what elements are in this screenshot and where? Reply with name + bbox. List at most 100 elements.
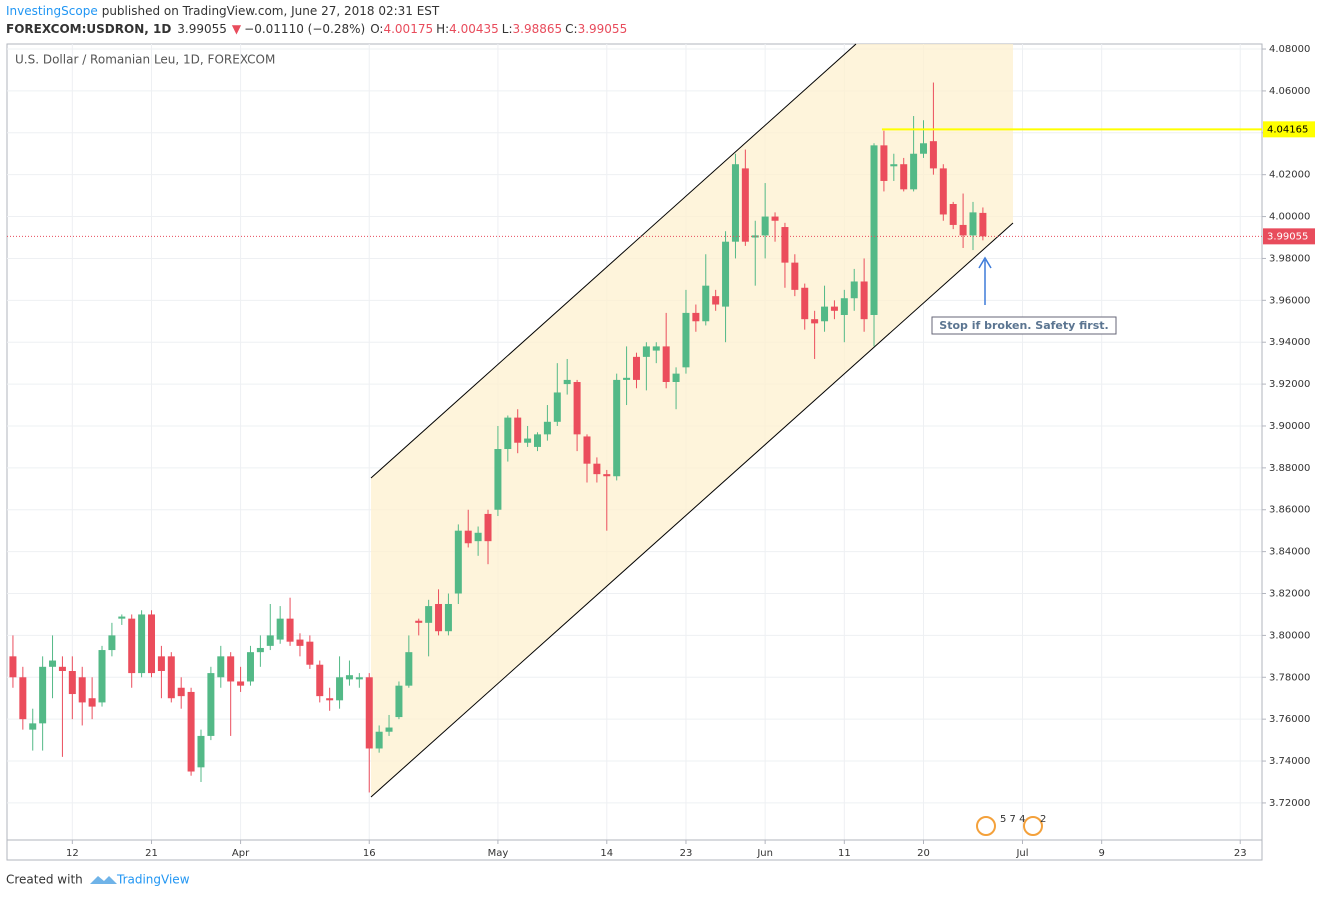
candle-body — [553, 392, 561, 422]
candle-body — [395, 685, 403, 718]
candle-body — [830, 306, 838, 311]
candle-body — [207, 673, 215, 736]
o: 4.00175 — [383, 22, 433, 36]
candle-body — [345, 675, 353, 680]
candle-body — [98, 650, 106, 703]
y-tick-label: 4.08000 — [1269, 44, 1310, 55]
candle-body — [949, 203, 957, 225]
c: 3.99055 — [578, 22, 628, 36]
x-tick-label: 21 — [145, 848, 158, 859]
y-tick-label: 3.92000 — [1269, 379, 1310, 390]
candle-body — [237, 681, 245, 686]
candle-body — [167, 656, 175, 699]
candle-body — [850, 281, 858, 299]
candle-body — [811, 319, 819, 324]
y-tick-label: 3.78000 — [1269, 672, 1310, 683]
y-tick-label: 3.98000 — [1269, 253, 1310, 264]
candle-body — [157, 656, 165, 671]
y-tick-label: 3.88000 — [1269, 463, 1310, 474]
x-tick-label: 23 — [680, 848, 693, 859]
candle-body — [256, 647, 264, 653]
candle-body — [504, 417, 512, 450]
y-tick-label: 4.00000 — [1269, 212, 1310, 223]
candle-body — [187, 691, 195, 772]
channel-fill — [371, 44, 1013, 797]
candle-body — [781, 227, 789, 263]
candle-body — [148, 614, 156, 674]
candle-body — [880, 145, 888, 181]
l: 3.98865 — [513, 22, 563, 36]
candle-body — [227, 656, 235, 682]
candle-body — [435, 603, 443, 632]
candle-body — [702, 285, 710, 322]
y-tick-label: 3.82000 — [1269, 589, 1310, 600]
published: published on TradingView.com, June 27, 2… — [102, 4, 440, 18]
candle-body — [939, 168, 947, 215]
candle-body — [642, 346, 650, 357]
candle-body — [969, 212, 977, 236]
channel-upper — [370, 43, 857, 479]
candle-body — [494, 449, 502, 510]
x-tick-label: 20 — [917, 848, 930, 859]
x-tick-label: 12 — [66, 848, 79, 859]
h: 4.00435 — [449, 22, 499, 36]
candle-body — [197, 735, 205, 768]
candle-body — [870, 145, 878, 315]
candle-body — [375, 731, 383, 749]
author[interactable]: InvestingScope — [6, 4, 98, 18]
x-tick-label: 16 — [363, 848, 376, 859]
y-tick-label: 3.80000 — [1269, 630, 1310, 641]
candle-body — [316, 664, 324, 697]
x-tick-label: 23 — [1234, 848, 1247, 859]
candle-body — [108, 635, 116, 651]
y-tick-label: 4.06000 — [1269, 86, 1310, 97]
logo — [90, 876, 117, 884]
event-count: 2 — [1040, 814, 1046, 825]
event-icon[interactable] — [1023, 816, 1043, 836]
change: −0.01110 (−0.28%) — [244, 22, 365, 36]
brand[interactable]: TradingView — [116, 873, 190, 887]
candle-body — [276, 618, 284, 640]
candle-body — [722, 241, 730, 307]
candle-body — [217, 656, 225, 678]
candle-body — [731, 164, 739, 242]
event-icon[interactable] — [976, 816, 996, 836]
candle-body — [840, 298, 848, 315]
x-tick-label: Jul — [1015, 848, 1028, 859]
candle-body — [573, 382, 581, 435]
price-label-box — [1263, 228, 1315, 245]
candle-body — [336, 677, 344, 701]
candle-body — [603, 474, 611, 477]
candle-body — [474, 532, 482, 542]
candle-body — [692, 312, 700, 322]
candle-body — [484, 513, 492, 542]
y-tick-label: 3.86000 — [1269, 505, 1310, 516]
candle-body — [623, 377, 631, 380]
candle-body — [514, 417, 522, 443]
candle-body — [593, 463, 601, 475]
candle-body — [138, 614, 146, 674]
h-label: H: — [436, 22, 449, 36]
candle-body — [613, 379, 621, 477]
candle-body — [454, 530, 462, 594]
candle-body — [929, 141, 937, 169]
candle-body — [583, 436, 591, 464]
candle-body — [286, 618, 294, 642]
candle-body — [791, 262, 799, 290]
y-tick-label: 3.76000 — [1269, 714, 1310, 725]
candle-body — [801, 287, 809, 320]
candle-body — [563, 379, 571, 385]
candle-body — [771, 216, 779, 221]
candle-body — [979, 212, 987, 237]
x-tick-label: 9 — [1098, 848, 1104, 859]
candle-body — [821, 306, 829, 322]
x-tick-label: Apr — [232, 848, 250, 859]
candle-body — [19, 677, 27, 720]
y-tick-label: 3.72000 — [1269, 798, 1310, 809]
candle-body — [246, 652, 254, 682]
y-tick-label: 3.90000 — [1269, 421, 1310, 432]
candle-body — [444, 603, 452, 632]
c-label: C: — [565, 22, 577, 36]
candle-body — [266, 635, 274, 646]
y-tick-label: 4.02000 — [1269, 170, 1310, 181]
